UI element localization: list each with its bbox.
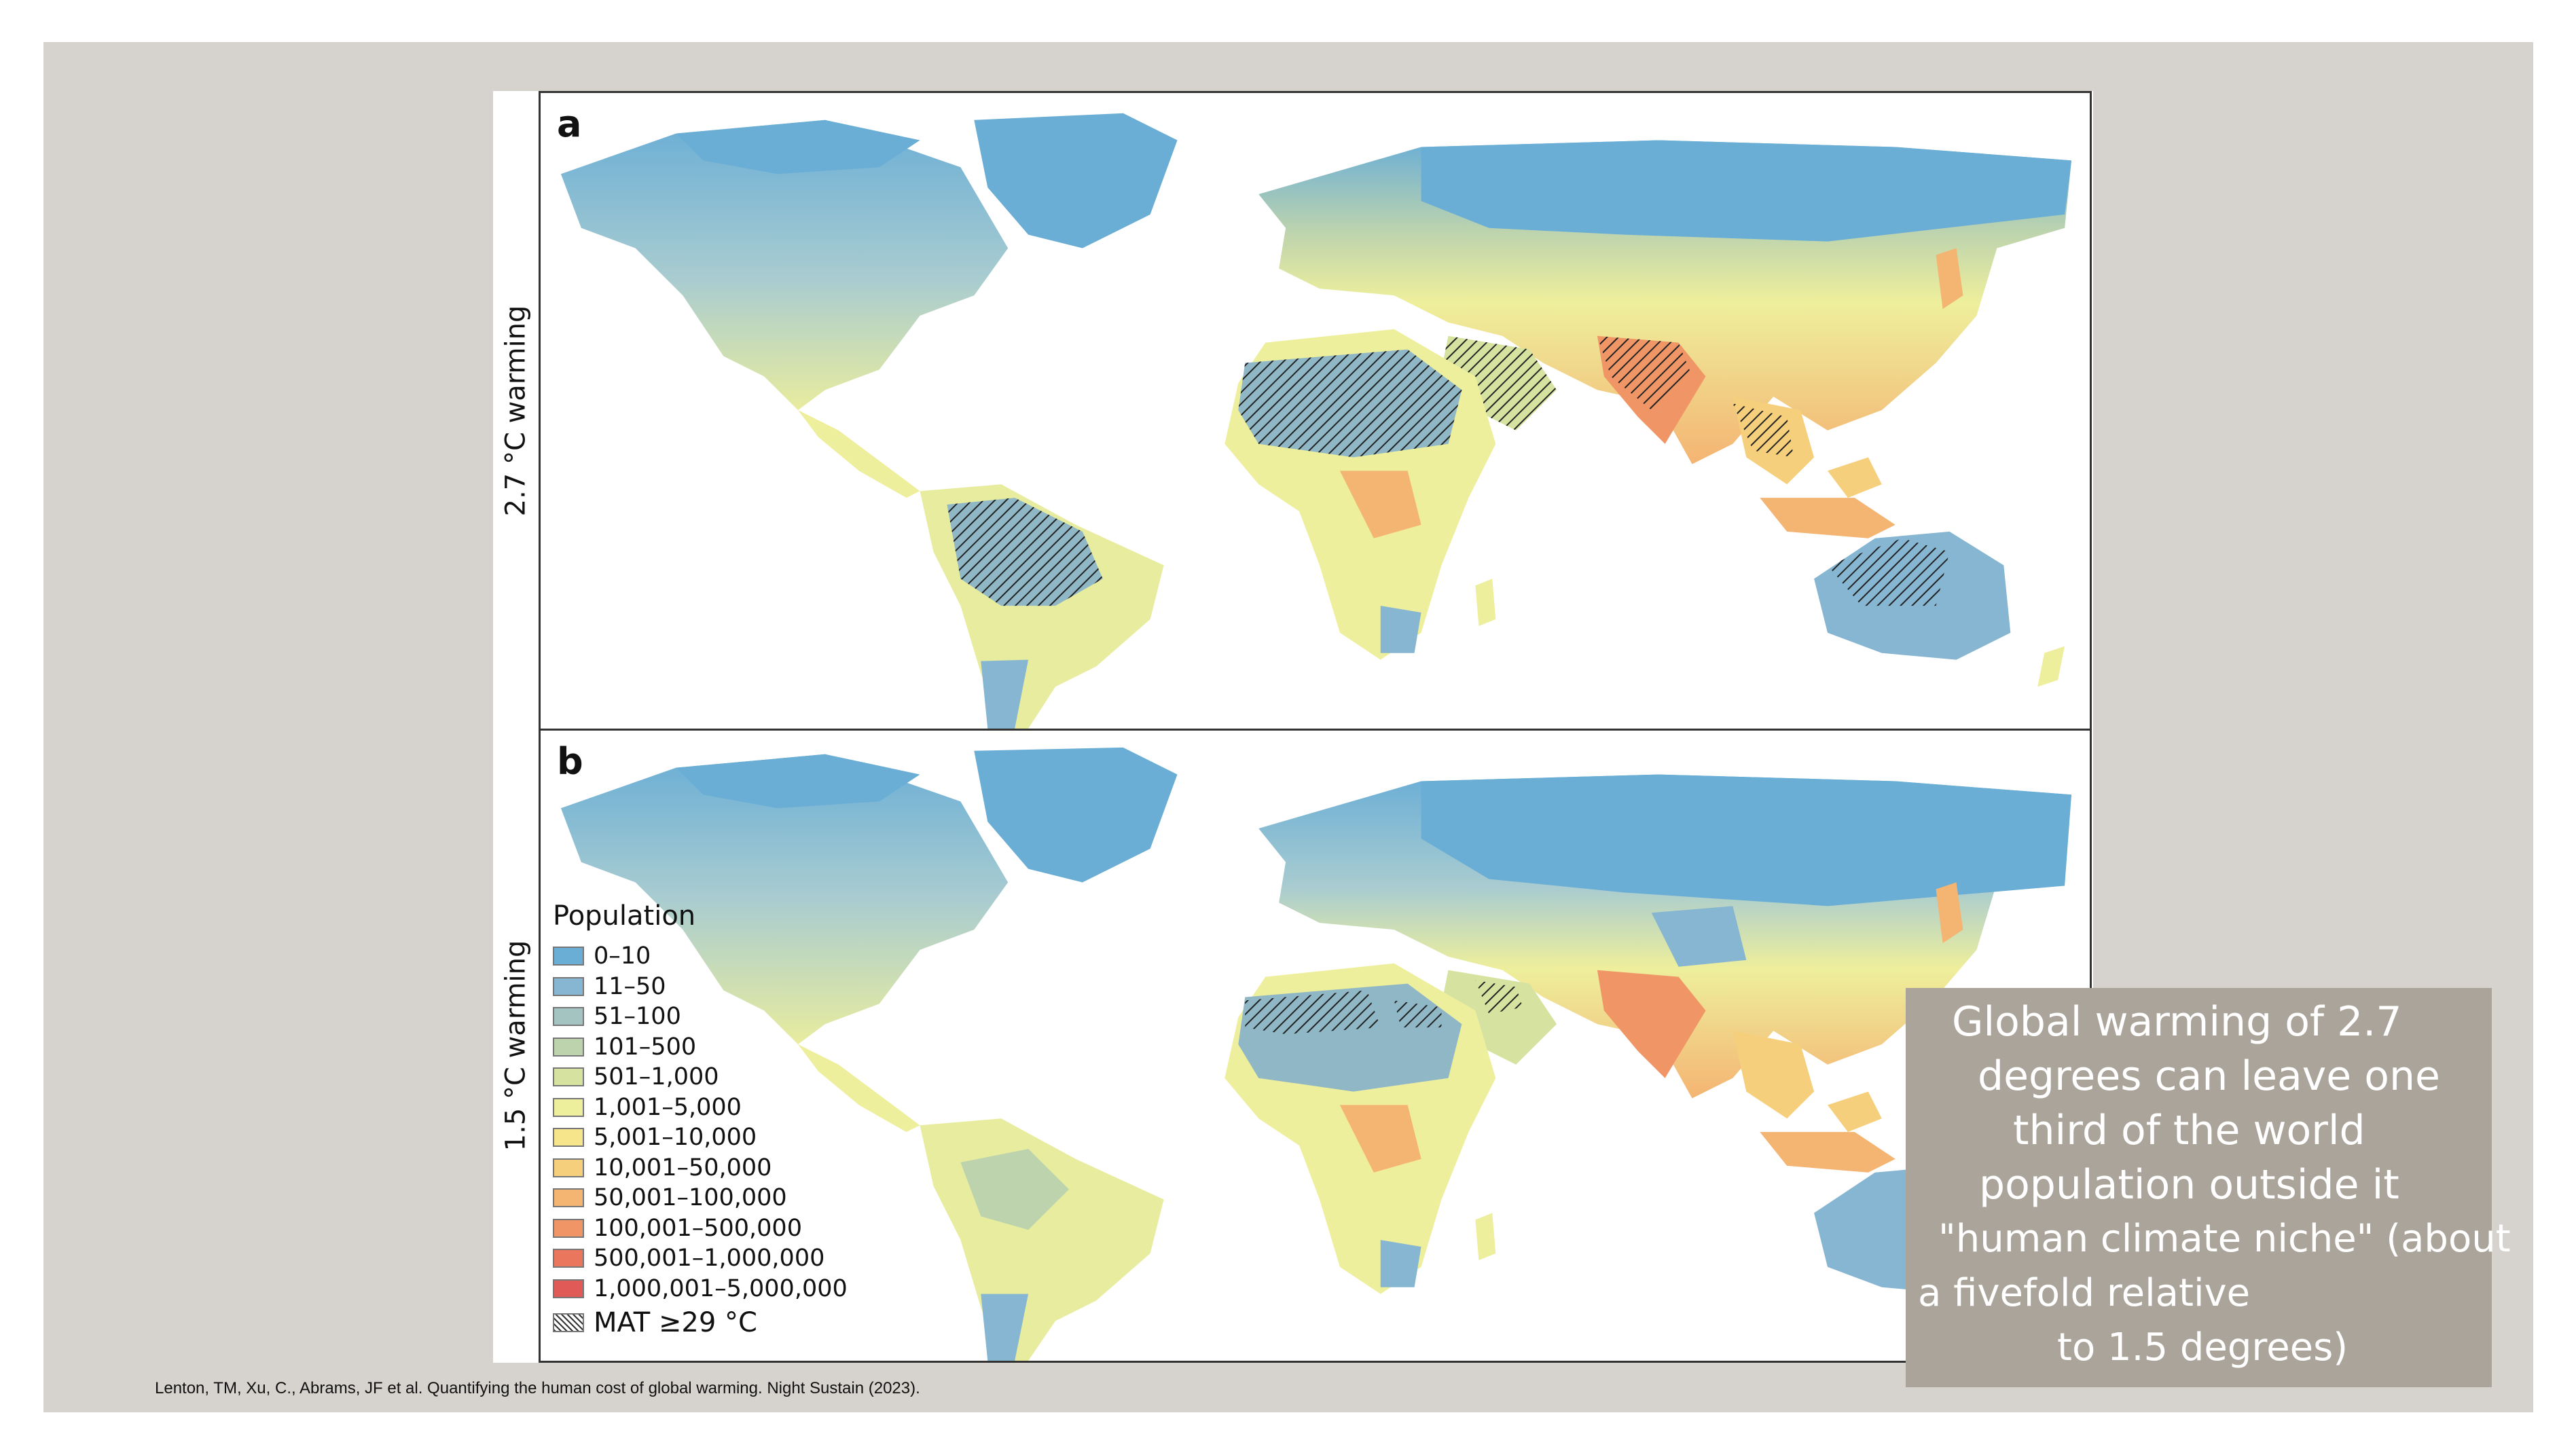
panel-b-letter: b: [557, 740, 583, 783]
caption-line: to 1.5 degrees): [2057, 1325, 2348, 1370]
population-legend: Population 0–10 11–50 51–100 101–500 501–1,0…: [553, 900, 892, 1338]
map-panel-a: a: [539, 91, 2092, 731]
legend-swatch: [553, 1158, 584, 1177]
legend-swatch: [553, 1188, 584, 1208]
caption-line: degrees can leave one: [1978, 1052, 2440, 1100]
caption-line: Global warming of 2.7: [1952, 998, 2402, 1046]
caption-line: a fivefold relative: [1918, 1271, 2251, 1315]
legend-label: 51–100: [594, 1003, 681, 1031]
legend-swatch: [553, 1037, 584, 1057]
panel-a-letter: a: [557, 103, 582, 145]
figure: 2.7 °C warming 1.5 °C warming: [493, 91, 2093, 1363]
legend-swatch: [553, 1218, 584, 1238]
legend-swatch: [553, 947, 584, 966]
legend-item: 10,001–50,000: [553, 1153, 892, 1184]
legend-item-hatch: MAT ≥29 °C: [553, 1307, 892, 1339]
legend-label: 1,000,001–5,000,000: [594, 1274, 848, 1302]
legend-item: 100,001–500,000: [553, 1213, 892, 1244]
legend-label: 5,001–10,000: [594, 1124, 757, 1152]
legend-swatch: [553, 1249, 584, 1268]
legend-label: 10,001–50,000: [594, 1154, 772, 1181]
legend-hatch-label: MAT ≥29 °C: [594, 1307, 757, 1339]
caption-line: "human climate niche" (about: [1938, 1217, 2511, 1261]
legend-item: 5,001–10,000: [553, 1122, 892, 1153]
legend-item: 51–100: [553, 1002, 892, 1032]
legend-label: 501–1,000: [594, 1063, 719, 1091]
legend-swatch: [553, 1128, 584, 1148]
legend-swatch: [553, 1097, 584, 1117]
legend-item: 50,001–100,000: [553, 1183, 892, 1213]
legend-label: 101–500: [594, 1033, 697, 1061]
legend-item: 101–500: [553, 1032, 892, 1063]
siberia: [1421, 140, 2072, 242]
north-america: [560, 120, 1009, 411]
legend-label: 0–10: [594, 942, 651, 970]
legend-swatch: [553, 1279, 584, 1298]
north-america-arctic: [676, 120, 920, 175]
legend-item: 500,001–1,000,000: [553, 1243, 892, 1274]
central-america: [798, 410, 920, 498]
hatch-swatch: [553, 1313, 584, 1333]
caption-line: third of the world: [2013, 1107, 2365, 1154]
world-map-a: [560, 113, 2072, 729]
caption-box: Global warming of 2.7 degrees can leave …: [1906, 988, 2511, 1387]
legend-swatch: [553, 1007, 584, 1027]
legend-item: 0–10: [553, 941, 892, 972]
legend-swatch: [553, 976, 584, 996]
legend-title: Population: [553, 900, 696, 932]
legend-item: 1,000,001–5,000,000: [553, 1274, 892, 1304]
legend-swatch: [553, 1067, 584, 1087]
panel-b-side-label: 1.5 °C warming: [500, 940, 532, 1152]
legend-label: 500,001–1,000,000: [594, 1245, 825, 1272]
legend-item: 501–1,000: [553, 1062, 892, 1093]
legend-label: 11–50: [594, 972, 666, 1000]
legend-label: 100,001–500,000: [594, 1214, 802, 1242]
panel-a-side-label: 2.7 °C warming: [500, 305, 532, 517]
legend-item: 11–50: [553, 972, 892, 1002]
caption-line: population outside it: [1979, 1161, 2399, 1209]
legend-label: 50,001–100,000: [594, 1184, 787, 1212]
citation: Lenton, TM, Xu, C., Abrams, JF et al. Qu…: [155, 1379, 920, 1397]
legend-label: 1,001–5,000: [594, 1093, 742, 1121]
legend-item: 1,001–5,000: [553, 1093, 892, 1123]
greenland: [974, 113, 1178, 249]
